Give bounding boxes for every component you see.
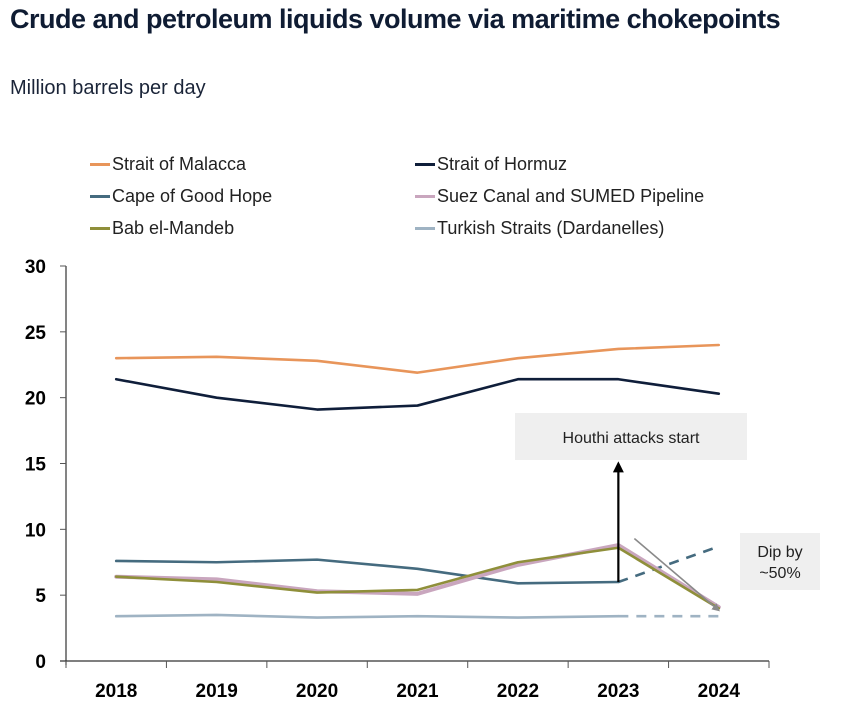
legend-label: Strait of Hormuz	[437, 154, 568, 174]
y-tick-label: 15	[25, 455, 47, 476]
legend-item: Bab el-Mandeb	[90, 218, 234, 239]
legend-label: Strait of Malacca	[112, 154, 247, 174]
legend-item: Suez Canal and SUMED Pipeline	[415, 186, 704, 207]
series-line-turkish-straits-dardanelles-	[114, 613, 620, 619]
legend-label: Cape of Good Hope	[112, 186, 273, 206]
annotation-box-dip	[740, 533, 820, 590]
y-tick-label: 10	[25, 520, 46, 541]
legend-item: Cape of Good Hope	[90, 186, 272, 207]
y-tick-label: 25	[25, 323, 47, 344]
y-tick-label: 20	[25, 389, 46, 410]
series-line-strait-of-malacca	[114, 343, 721, 374]
annotation-dip-arrow	[633, 537, 721, 612]
x-tick-label: 2019	[196, 681, 238, 702]
legend-item: Turkish Straits (Dardanelles)	[415, 218, 664, 239]
legend-label: Bab el-Mandeb	[112, 218, 235, 238]
x-tick-label: 2021	[396, 681, 439, 702]
legend-swatch	[415, 227, 435, 230]
legend-label: Suez Canal and SUMED Pipeline	[437, 186, 705, 206]
annotation-box-houthi	[515, 413, 747, 460]
y-tick-label: 5	[35, 586, 46, 607]
annotation-dip-text: Dip by	[757, 544, 802, 561]
legend-swatch	[415, 195, 435, 198]
chart-subtitle: Million barrels per day	[10, 77, 206, 99]
legend-item: Strait of Malacca	[90, 154, 246, 175]
series-line-cape-of-good-hope	[114, 558, 620, 585]
x-tick-label: 2018	[95, 681, 137, 702]
y-tick-label: 30	[25, 257, 46, 278]
legend-swatch	[90, 227, 110, 230]
x-tick-label: 2024	[698, 681, 741, 702]
series-line-strait-of-hormuz	[114, 377, 721, 411]
x-tick-label: 2023	[597, 681, 639, 702]
legend-swatch	[90, 195, 110, 198]
legend-swatch	[415, 163, 435, 166]
y-tick-label: 0	[35, 652, 46, 673]
legend-label: Turkish Straits (Dardanelles)	[437, 218, 665, 238]
annotation-dip-text: ~50%	[759, 565, 800, 582]
legend-item: Strait of Hormuz	[415, 154, 567, 175]
x-tick-label: 2022	[497, 681, 539, 702]
chart-title: Crude and petroleum liquids volume via m…	[10, 4, 781, 34]
x-tick-label: 2020	[296, 681, 338, 702]
legend-swatch	[90, 163, 110, 166]
annotation-houthi-text: Houthi attacks start	[563, 430, 701, 447]
